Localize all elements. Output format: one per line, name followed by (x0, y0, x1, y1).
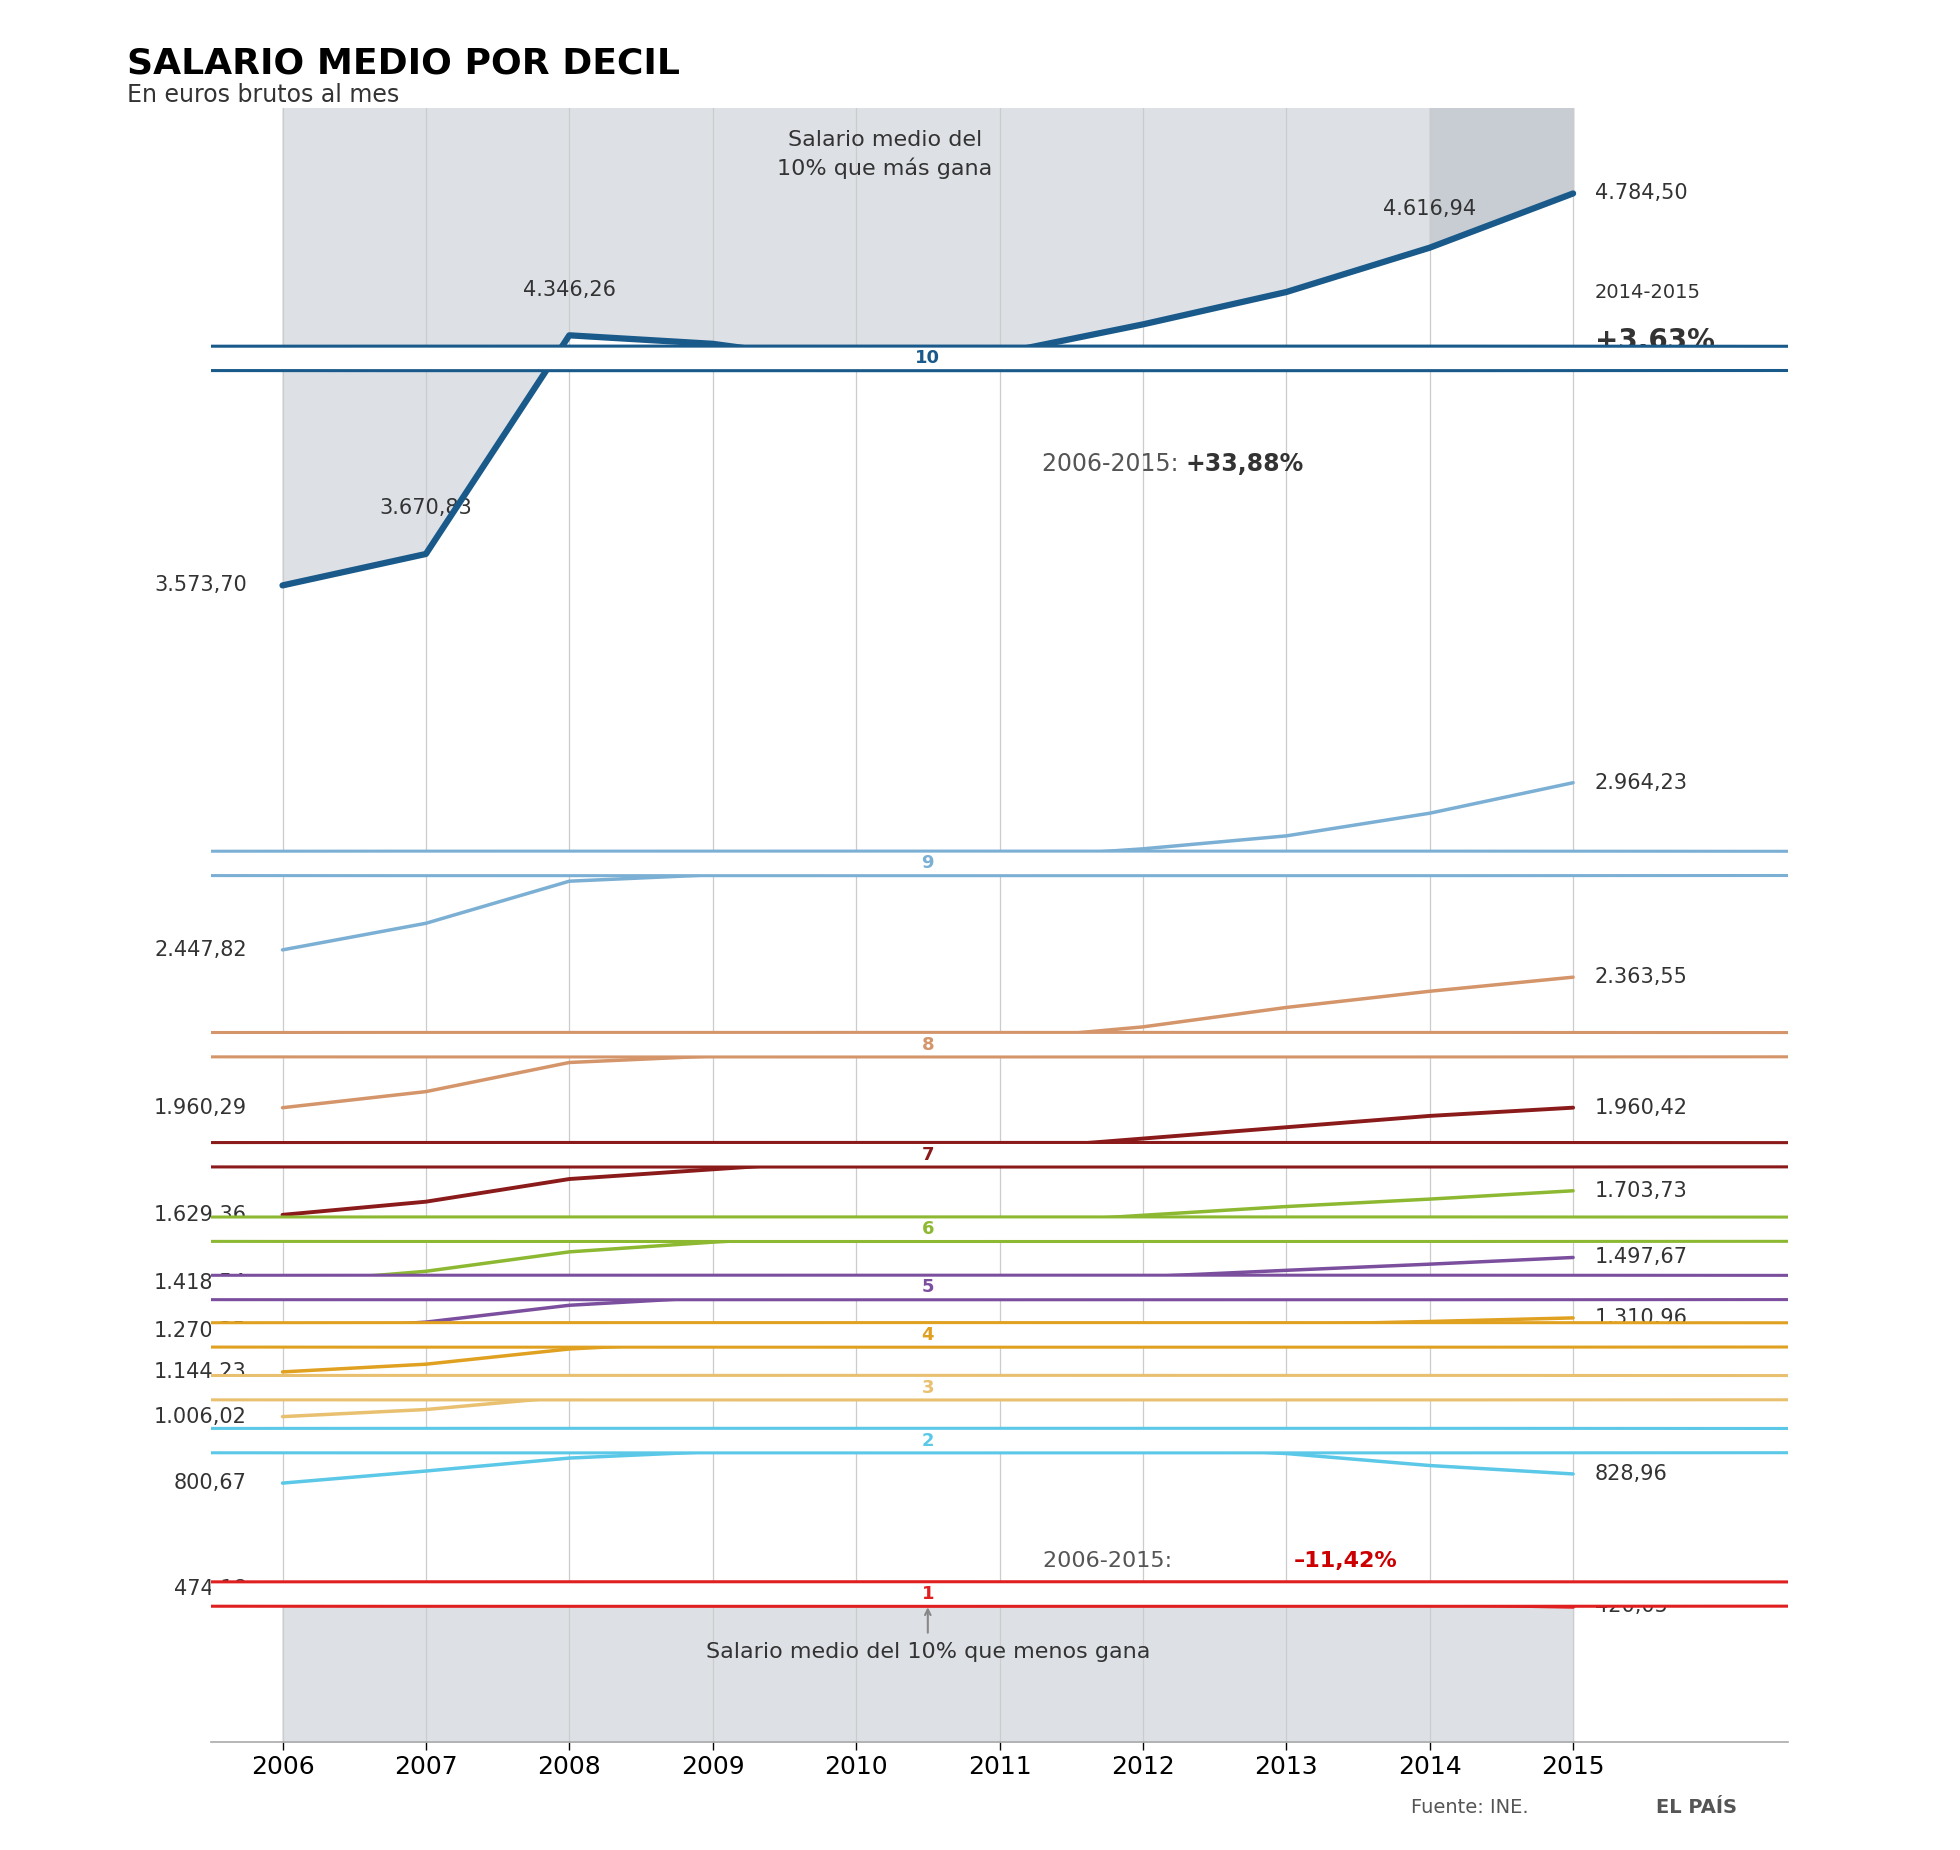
Text: 474,18: 474,18 (174, 1578, 247, 1598)
Text: 4.784,50: 4.784,50 (1595, 183, 1688, 204)
Text: 3: 3 (921, 1378, 935, 1397)
Text: 7: 7 (921, 1145, 935, 1164)
Text: 2.447,82: 2.447,82 (155, 940, 247, 960)
Circle shape (0, 346, 1960, 370)
Text: 800,67: 800,67 (174, 1473, 247, 1493)
Text: 5: 5 (921, 1278, 935, 1297)
Circle shape (0, 851, 1960, 875)
Circle shape (0, 1032, 1960, 1056)
Text: SALARIO MEDIO POR DECIL: SALARIO MEDIO POR DECIL (127, 46, 680, 80)
Text: 2006-2015:: 2006-2015: (1043, 451, 1186, 475)
Circle shape (0, 1375, 1960, 1400)
Text: Salario medio del
10% que más gana: Salario medio del 10% que más gana (778, 130, 992, 179)
Text: 420,05: 420,05 (1595, 1597, 1668, 1617)
Text: Salario medio del 10% que menos gana: Salario medio del 10% que menos gana (706, 1641, 1151, 1661)
Text: 3.670,83: 3.670,83 (380, 498, 472, 518)
Text: 1.497,67: 1.497,67 (1595, 1247, 1688, 1267)
Circle shape (0, 1143, 1960, 1167)
Circle shape (0, 1275, 1960, 1301)
Text: 9: 9 (921, 855, 935, 873)
Text: 8: 8 (921, 1036, 935, 1054)
Text: 2006-2015:: 2006-2015: (1043, 1550, 1178, 1571)
Text: 10: 10 (915, 350, 941, 368)
Circle shape (0, 1582, 1960, 1606)
Text: 3.573,70: 3.573,70 (155, 575, 247, 596)
Text: En euros brutos al mes: En euros brutos al mes (127, 83, 400, 107)
Text: 2.363,55: 2.363,55 (1595, 968, 1688, 988)
Circle shape (0, 1428, 1960, 1452)
Text: 1.270,35: 1.270,35 (155, 1321, 247, 1341)
Text: +33,88%: +33,88% (1186, 451, 1303, 475)
Text: 2: 2 (921, 1432, 935, 1450)
Text: 1.960,29: 1.960,29 (153, 1097, 247, 1117)
Text: Fuente: INE.: Fuente: INE. (1411, 1798, 1529, 1817)
Text: 4.346,26: 4.346,26 (523, 279, 615, 300)
Text: 2014-2015: 2014-2015 (1595, 283, 1701, 302)
Text: 4.616,94: 4.616,94 (1384, 198, 1476, 218)
Text: +3,63%: +3,63% (1595, 327, 1715, 355)
Text: 1.629,36: 1.629,36 (153, 1204, 247, 1225)
Text: 828,96: 828,96 (1595, 1463, 1668, 1484)
Text: 1.960,42: 1.960,42 (1595, 1097, 1688, 1117)
Text: 2.964,23: 2.964,23 (1595, 773, 1688, 792)
Text: 1.310,96: 1.310,96 (1595, 1308, 1688, 1328)
Text: 1.006,02: 1.006,02 (153, 1406, 247, 1426)
Text: 1.144,23: 1.144,23 (155, 1362, 247, 1382)
Text: 1.703,73: 1.703,73 (1595, 1180, 1688, 1201)
Text: 1.418,54: 1.418,54 (155, 1273, 247, 1293)
Text: 1: 1 (921, 1585, 935, 1604)
Text: 4: 4 (921, 1326, 935, 1343)
Text: 6: 6 (921, 1221, 935, 1238)
Circle shape (0, 1217, 1960, 1241)
Text: 1.102,14: 1.102,14 (1595, 1376, 1688, 1395)
Text: EL PAÍS: EL PAÍS (1656, 1798, 1737, 1817)
Text: –11,42%: –11,42% (1294, 1550, 1397, 1571)
Circle shape (0, 1323, 1960, 1347)
